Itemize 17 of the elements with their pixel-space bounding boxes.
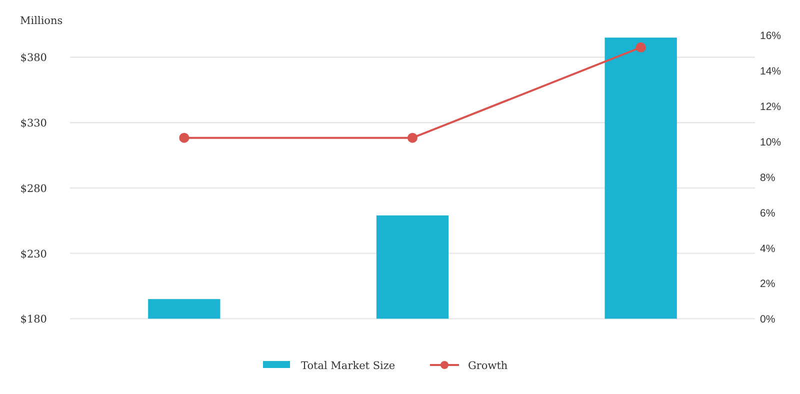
y2-tick-label: 0% [760, 314, 776, 326]
y2-tick-label: 2% [760, 278, 776, 290]
y-axis-title: Millions [20, 15, 63, 27]
y-tick-label: $180 [20, 314, 47, 326]
y2-tick-label: 4% [760, 242, 776, 255]
y-tick-label: $380 [20, 52, 47, 64]
y-tick-label: $230 [20, 248, 47, 260]
y2-tick-label: 8% [760, 172, 776, 184]
y2-tick-label: 10% [760, 136, 782, 148]
legend-label: Total Market Size [301, 360, 396, 372]
y-tick-label: $280 [20, 182, 47, 195]
y2-tick-label: 6% [760, 207, 776, 220]
y-tick-label: $330 [20, 118, 47, 130]
y2-tick-label: 12% [760, 100, 782, 113]
y2-tick-label: 16% [760, 30, 782, 42]
y2-tick-label: 14% [760, 65, 782, 78]
legend-label: Growth [468, 360, 508, 372]
